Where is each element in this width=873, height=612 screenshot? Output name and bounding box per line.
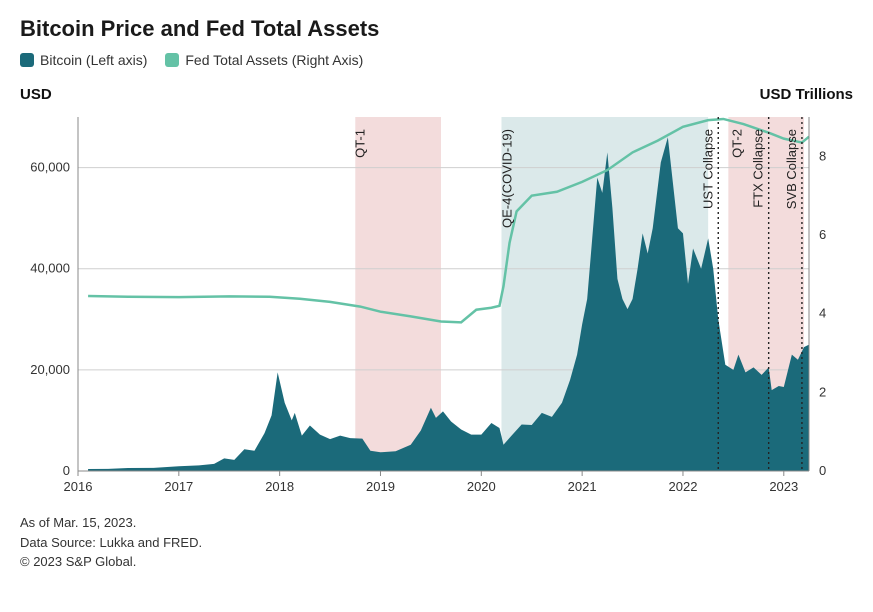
xtick: 2022 bbox=[669, 479, 698, 494]
band-label: QT-1 bbox=[352, 129, 367, 158]
ytick-left: 40,000 bbox=[30, 261, 70, 276]
ytick-right: 6 bbox=[819, 227, 826, 242]
legend-label-fed: Fed Total Assets (Right Axis) bbox=[185, 52, 363, 68]
xtick: 2016 bbox=[64, 479, 93, 494]
ytick-left: 0 bbox=[63, 463, 70, 478]
footer: As of Mar. 15, 2023. Data Source: Lukka … bbox=[20, 513, 853, 572]
vline-label: UST Collapse bbox=[700, 129, 715, 209]
ytick-right: 8 bbox=[819, 148, 826, 163]
ytick-left: 60,000 bbox=[30, 160, 70, 175]
footer-copyright: © 2023 S&P Global. bbox=[20, 552, 853, 572]
ytick-right: 4 bbox=[819, 306, 826, 321]
vline-label: SVB Collapse bbox=[784, 129, 799, 209]
chart-title: Bitcoin Price and Fed Total Assets bbox=[20, 16, 853, 42]
legend-item-fed: Fed Total Assets (Right Axis) bbox=[165, 52, 363, 68]
band-label: QT-2 bbox=[729, 129, 744, 158]
xtick: 2023 bbox=[769, 479, 798, 494]
footer-source: Data Source: Lukka and FRED. bbox=[20, 533, 853, 553]
legend: Bitcoin (Left axis) Fed Total Assets (Ri… bbox=[20, 52, 853, 68]
chart-svg: 0 20,000 40,000 60,000 0 2 4 6 8 UST Collapse FTX … bbox=[20, 109, 853, 499]
axis-right-label: USD Trillions bbox=[760, 86, 853, 103]
vline-label: FTX Collapse bbox=[751, 129, 766, 208]
xtick: 2021 bbox=[568, 479, 597, 494]
legend-label-bitcoin: Bitcoin (Left axis) bbox=[40, 52, 147, 68]
ytick-left: 20,000 bbox=[30, 362, 70, 377]
ytick-right: 0 bbox=[819, 463, 826, 478]
xtick: 2017 bbox=[164, 479, 193, 494]
footer-asof: As of Mar. 15, 2023. bbox=[20, 513, 853, 533]
xtick: 2020 bbox=[467, 479, 496, 494]
ytick-right: 2 bbox=[819, 384, 826, 399]
chart-area: 0 20,000 40,000 60,000 0 2 4 6 8 UST Collapse FTX … bbox=[20, 109, 853, 499]
band-label: QE-4(COVID-19) bbox=[500, 129, 515, 228]
xtick: 2019 bbox=[366, 479, 395, 494]
swatch-bitcoin bbox=[20, 53, 34, 67]
axis-left-label: USD bbox=[20, 86, 52, 103]
swatch-fed bbox=[165, 53, 179, 67]
xtick: 2018 bbox=[265, 479, 294, 494]
legend-item-bitcoin: Bitcoin (Left axis) bbox=[20, 52, 147, 68]
